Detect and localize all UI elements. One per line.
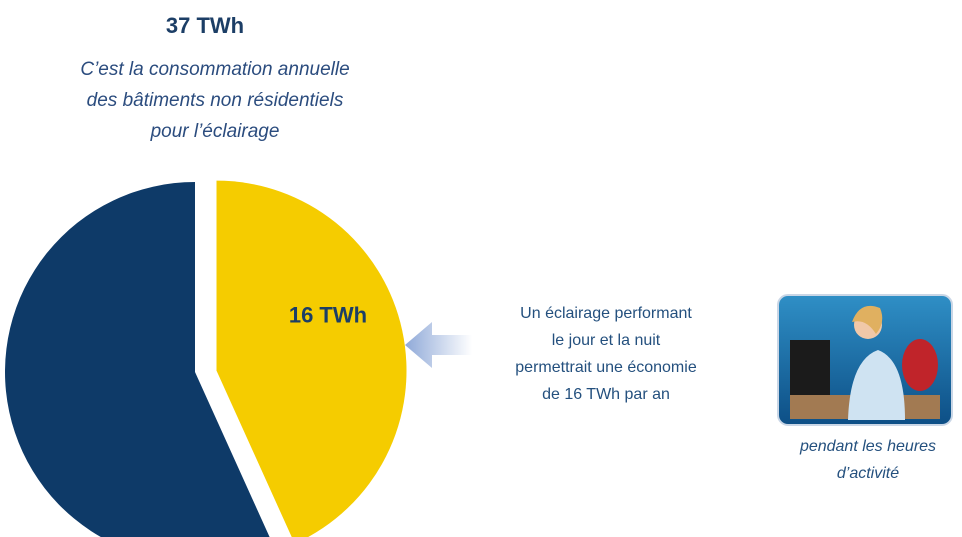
photo <box>778 295 952 425</box>
annotation: le jour et la nuit <box>552 332 661 349</box>
subtitle: pour l’éclairage <box>150 121 280 142</box>
subtitle: C’est la consommation annuelle <box>80 59 349 80</box>
annotation: permettrait une économie <box>515 359 697 376</box>
subtitle: des bâtiments non résidentiels <box>87 90 344 111</box>
annotation: Un éclairage performant <box>520 305 692 322</box>
arrow <box>405 322 472 368</box>
infographic: 16 TWh 37 TWh C’est la consommation annu… <box>0 0 962 537</box>
caption: pendant les heures <box>799 438 936 455</box>
annotation: de 16 TWh par an <box>542 386 670 403</box>
title: 37 TWh <box>166 13 244 38</box>
value-label: 16 TWh <box>289 302 367 327</box>
pie: 16 TWh <box>5 181 407 537</box>
caption: d’activité <box>837 465 899 482</box>
